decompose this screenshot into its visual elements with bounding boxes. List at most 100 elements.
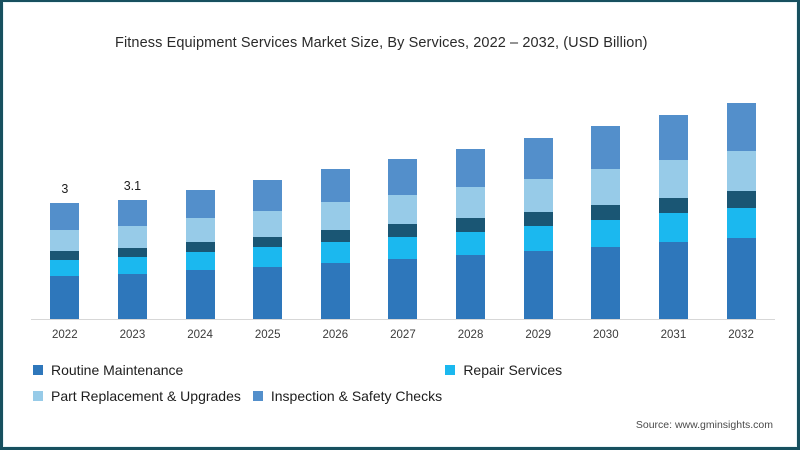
legend-item[interactable]: Part Replacement & Upgrades <box>33 388 241 404</box>
x-tick-label: 2022 <box>52 329 78 341</box>
x-tick-label: 2031 <box>660 329 687 341</box>
bar-segment[interactable] <box>117 274 147 319</box>
bar-slot[interactable] <box>177 80 223 319</box>
stacked-bar[interactable] <box>591 126 621 319</box>
bar-segment[interactable] <box>456 149 486 188</box>
bar-segment[interactable] <box>523 251 553 319</box>
bar-segment[interactable] <box>456 187 486 219</box>
legend-label: Repair Services <box>463 362 563 378</box>
x-tick-label: 2026 <box>322 329 349 341</box>
legend-swatch-icon <box>252 391 263 401</box>
bar-slot[interactable] <box>650 80 696 319</box>
bar-segment[interactable] <box>658 114 688 161</box>
stacked-bar[interactable] <box>456 149 486 319</box>
bar-slot[interactable] <box>448 80 494 319</box>
bar-segment[interactable] <box>523 137 553 179</box>
bar-segment[interactable] <box>388 224 418 237</box>
bar-segment[interactable] <box>726 151 756 192</box>
bar-segment[interactable] <box>50 275 80 319</box>
bar-segment[interactable] <box>320 168 350 203</box>
bar-segment[interactable] <box>591 204 621 220</box>
legend-item[interactable]: Inspection & Safety Checks <box>252 388 442 404</box>
bar-segment[interactable] <box>185 270 215 319</box>
bar-segment[interactable] <box>320 241 350 263</box>
stacked-bar[interactable] <box>253 180 283 319</box>
bar-segment[interactable] <box>117 226 147 249</box>
legend-item[interactable]: Routine Maintenance <box>33 362 183 378</box>
bar-segment[interactable] <box>591 169 621 205</box>
legend-label: Routine Maintenance <box>51 362 184 378</box>
bar-segment[interactable] <box>726 207 756 239</box>
stacked-bar[interactable] <box>117 199 147 319</box>
bar-slot[interactable] <box>312 80 358 319</box>
bar-segment[interactable] <box>117 199 147 227</box>
bar-segment[interactable] <box>185 242 215 253</box>
bar-segment[interactable] <box>253 180 283 212</box>
bar-segment[interactable] <box>320 230 350 242</box>
bar-segment[interactable] <box>726 238 756 319</box>
bar-segment[interactable] <box>185 189 215 219</box>
bar-segment[interactable] <box>50 203 80 230</box>
bar-slot[interactable]: 3.1 <box>109 80 155 319</box>
stacked-bar[interactable] <box>50 203 80 319</box>
x-tick-label: 2028 <box>457 329 484 341</box>
bar-segment[interactable] <box>388 194 418 225</box>
bar-segment[interactable] <box>726 103 756 152</box>
bar-segment[interactable] <box>253 211 283 237</box>
bar-segment[interactable] <box>117 248 147 258</box>
bar-segment[interactable] <box>523 178 553 212</box>
bar-segment[interactable] <box>253 247 283 267</box>
bar-segment[interactable] <box>388 258 418 319</box>
bar-slot[interactable] <box>515 80 561 319</box>
bar-segment[interactable] <box>456 218 486 232</box>
bar-slot[interactable] <box>380 80 426 319</box>
bar-value-label: 3 <box>61 182 69 197</box>
x-tick-label: 2030 <box>593 329 619 341</box>
bar-segment[interactable] <box>117 257 147 275</box>
legend-row: Part Replacement & Upgrades Inspection & … <box>33 383 733 409</box>
stacked-bar[interactable] <box>388 159 418 319</box>
bar-segment[interactable] <box>591 219 621 247</box>
bar-segment[interactable] <box>658 213 688 243</box>
bar-segment[interactable] <box>253 236 283 248</box>
bar-segment[interactable] <box>253 266 283 319</box>
bar-segment[interactable] <box>185 218 215 243</box>
bar-segment[interactable] <box>456 231 486 256</box>
x-tick-label: 2029 <box>525 329 551 341</box>
bar-segment[interactable] <box>388 236 418 259</box>
bar-segment[interactable] <box>523 225 553 252</box>
bar-segment[interactable] <box>658 242 688 319</box>
bar-slot[interactable]: 3 <box>42 80 88 319</box>
bar-segment[interactable] <box>320 202 350 230</box>
bar-segment[interactable] <box>456 255 486 319</box>
legend-swatch-icon <box>33 365 43 375</box>
bar-segment[interactable] <box>523 211 553 226</box>
bar-slot[interactable] <box>583 80 629 319</box>
x-tick-label: 2027 <box>390 329 416 341</box>
bar-slot[interactable] <box>245 80 291 319</box>
bar-segment[interactable] <box>591 246 621 319</box>
bar-group: 3 3.1 <box>31 80 775 319</box>
bar-segment[interactable] <box>591 126 621 170</box>
stacked-bar[interactable] <box>658 114 688 319</box>
bar-segment[interactable] <box>185 252 215 271</box>
x-axis-tick-labels: 2022 2023 2024 2025 2026 2027 2028 2029 2030 2031… <box>31 324 775 346</box>
plot-area: 3 3.1 <box>31 80 775 320</box>
bar-segment[interactable] <box>658 160 688 198</box>
stacked-bar[interactable] <box>320 168 350 319</box>
bar-segment[interactable] <box>50 259 80 276</box>
stacked-bar[interactable] <box>523 137 553 319</box>
bar-segment[interactable] <box>320 262 350 319</box>
bar-slot[interactable] <box>718 80 764 319</box>
bar-segment[interactable] <box>50 250 80 260</box>
chart-title: Fitness Equipment Services Market Size, … <box>115 35 648 51</box>
legend-item[interactable]: Repair Services <box>445 362 562 378</box>
x-axis-line <box>31 319 775 320</box>
stacked-bar[interactable] <box>726 103 756 319</box>
bar-segment[interactable] <box>388 159 418 195</box>
bar-segment[interactable] <box>726 191 756 208</box>
bar-segment[interactable] <box>50 229 80 251</box>
stacked-bar[interactable] <box>185 189 215 319</box>
bar-value-label: 3.1 <box>123 178 142 193</box>
bar-segment[interactable] <box>658 197 688 214</box>
